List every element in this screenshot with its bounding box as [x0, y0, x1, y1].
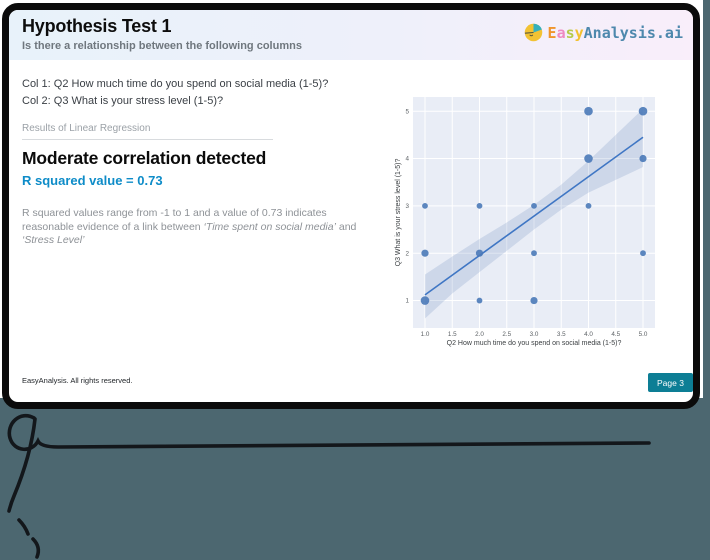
- svg-text:2: 2: [405, 250, 409, 257]
- brand-logo-text: EasyAnalysis.ai: [548, 24, 683, 42]
- pie-chart-icon: [524, 23, 542, 42]
- r-squared-value: R squared value = 0.73: [22, 173, 163, 188]
- column-description: Col 1: Q2 How much time do you spend on …: [22, 76, 328, 110]
- page-subtitle: Is there a relationship between the foll…: [22, 40, 302, 52]
- svg-text:3: 3: [405, 203, 409, 210]
- svg-text:1: 1: [405, 298, 409, 305]
- logo-analysis-ai: Analysis.ai: [583, 23, 683, 42]
- svg-text:4: 4: [405, 156, 409, 163]
- svg-text:Q2 How much time do you spend: Q2 How much time do you spend on social …: [447, 340, 622, 347]
- scatter-plot: 1.0 1.5 2.0 2.5 3.0 3.5 4.0 4.5 5.0 1 2 3 4 5 Q2 How m…: [393, 86, 693, 352]
- column-2-label: Col 2: Q3 What is your stress level (1-5…: [22, 95, 224, 107]
- slide-header: Hypothesis Test 1 Is there a relationshi…: [9, 10, 693, 60]
- page-title: Hypothesis Test 1: [22, 16, 172, 36]
- svg-text:1.0: 1.0: [421, 331, 430, 338]
- result-headline: Moderate correlation detected: [22, 148, 267, 168]
- page-number-badge: Page 3: [648, 373, 693, 392]
- svg-text:5: 5: [405, 108, 409, 115]
- column-1-label: Col 1: Q2 How much time do you spend on …: [22, 78, 329, 90]
- svg-text:1.5: 1.5: [448, 331, 457, 338]
- svg-text:4.5: 4.5: [611, 331, 620, 338]
- svg-text:4.0: 4.0: [584, 331, 593, 338]
- svg-text:2.5: 2.5: [502, 331, 511, 338]
- brand-logo: EasyAnalysis.ai: [523, 22, 683, 43]
- section-divider: [22, 139, 273, 140]
- section-label: Results of Linear Regression: [22, 123, 151, 134]
- logo-easy: Easy: [547, 23, 584, 42]
- svg-text:5.0: 5.0: [639, 331, 648, 338]
- report-slide: Hypothesis Test 1 Is there a relationshi…: [2, 3, 700, 409]
- svg-text:Q3 What is your stress level (: Q3 What is your stress level (1-5)?: [395, 159, 402, 267]
- result-explanation: R squared values range from -1 to 1 and …: [22, 207, 357, 246]
- svg-text:3.0: 3.0: [530, 331, 539, 338]
- footer-copyright: EasyAnalysis. All rights reserved.: [22, 376, 133, 385]
- svg-text:2.0: 2.0: [475, 331, 484, 338]
- svg-text:3.5: 3.5: [557, 331, 566, 338]
